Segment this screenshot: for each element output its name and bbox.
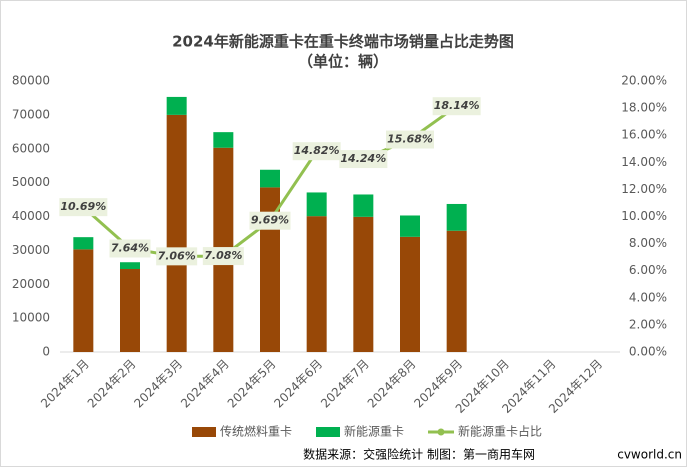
- y2-tick-label: 8.00%: [629, 236, 667, 250]
- label-bg: [386, 130, 434, 149]
- y-tick-label: 80000: [12, 74, 50, 88]
- label-bg: [109, 239, 151, 258]
- y2-tick-label: 4.00%: [629, 290, 667, 304]
- y-tick-label: 70000: [12, 107, 50, 121]
- bar-segment: [260, 169, 280, 188]
- label-bg: [432, 97, 481, 116]
- y-tick-label: 0: [42, 345, 50, 359]
- label-bg: [202, 247, 244, 266]
- bar-segment: [353, 194, 374, 217]
- data-label: 14.24%: [340, 152, 386, 165]
- bar-segment: [166, 114, 187, 352]
- legend-label: 新能源重卡: [344, 424, 404, 439]
- source: 数据来源：交强险统计 制图：第一商用车网: [303, 447, 535, 462]
- y-tick-label: 60000: [12, 141, 50, 155]
- data-label: 14.82%: [294, 144, 340, 157]
- data-label: 9.69%: [251, 214, 289, 227]
- y2-tick-label: 12.00%: [621, 182, 667, 196]
- data-label: 7.64%: [111, 241, 149, 254]
- y-tick-label: 50000: [12, 175, 50, 189]
- y2-tick-label: 6.00%: [629, 263, 667, 277]
- y2-tick-label: 14.00%: [621, 155, 667, 169]
- y-tick-label: 10000: [12, 311, 50, 325]
- data-label: 10.69%: [60, 200, 106, 213]
- bar-segment: [446, 203, 467, 231]
- bar-segment: [400, 236, 420, 352]
- y-tick-label: 40000: [12, 209, 50, 223]
- chart-title: 2024年新能源重卡在重卡终端市场销量占比走势图: [172, 33, 514, 51]
- y-tick-label: 20000: [12, 277, 50, 291]
- legend-marker: [437, 428, 445, 436]
- chart-subtitle: （单位：辆）: [298, 53, 388, 71]
- legend-label: 传统燃料重卡: [220, 424, 292, 439]
- data-label: 15.68%: [387, 133, 433, 146]
- watermark: cvworld.cn: [617, 448, 682, 462]
- y-tick-label: 30000: [12, 243, 50, 257]
- bar-segment: [306, 216, 327, 352]
- y2-tick-label: 2.00%: [629, 317, 667, 331]
- bar-segment: [73, 249, 94, 352]
- y2-tick-label: 16.00%: [621, 128, 667, 142]
- data-label: 18.14%: [434, 99, 480, 112]
- bar-segment: [400, 215, 420, 237]
- data-label: 7.08%: [204, 249, 242, 262]
- label-bg: [249, 211, 291, 230]
- label-bg: [156, 247, 198, 266]
- y2-tick-label: 20.00%: [621, 74, 667, 88]
- bar-segment: [213, 132, 234, 148]
- data-label: 7.06%: [158, 249, 196, 262]
- label-bg: [339, 150, 388, 169]
- bar-segment: [306, 192, 327, 217]
- legend-swatch: [316, 427, 340, 437]
- legend-label: 新能源重卡占比: [458, 424, 542, 439]
- bar-segment: [446, 230, 467, 352]
- bar-segment: [120, 269, 140, 352]
- label-bg: [59, 198, 108, 217]
- label-bg: [292, 142, 341, 161]
- y2-tick-label: 0.00%: [629, 345, 667, 359]
- legend-swatch: [192, 427, 216, 437]
- y2-tick-label: 10.00%: [621, 209, 667, 223]
- bar-segment: [73, 237, 94, 250]
- y2-tick-label: 18.00%: [621, 101, 667, 115]
- bar-segment: [120, 262, 140, 270]
- bar-segment: [166, 96, 187, 115]
- bar-segment: [353, 216, 374, 352]
